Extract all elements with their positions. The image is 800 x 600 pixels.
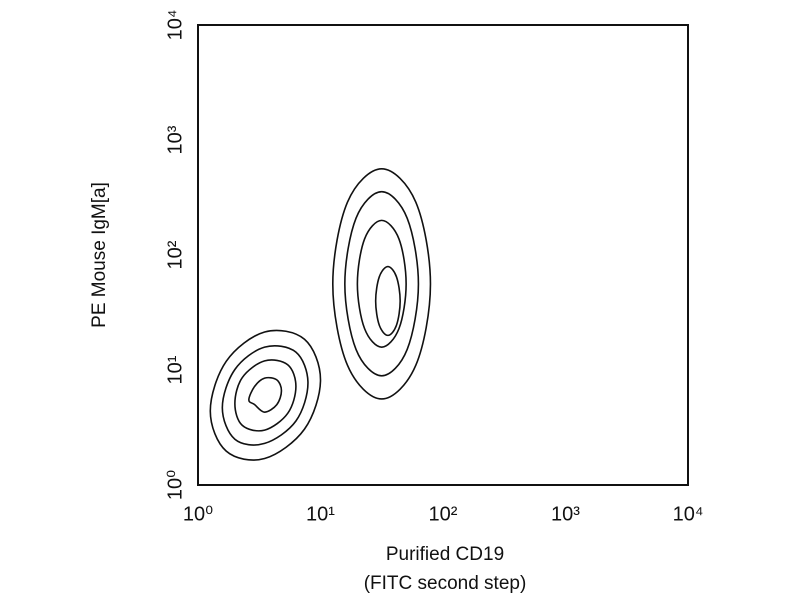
x-axis-label: Purified CD19 [386,544,504,565]
y-tick-label: 10³ [164,125,186,154]
x-axis-label: (FITC second step) [364,573,527,594]
contour-line [221,345,309,446]
x-tick-label: 10⁰ [183,503,213,525]
contour-line [374,265,401,337]
y-tick-label: 10² [164,240,186,269]
contour-line [331,167,432,400]
contour-line [248,376,283,413]
contour-line [344,190,420,377]
y-axis-label: PE Mouse IgM[a] [89,182,110,328]
y-tick-label: 10¹ [164,355,186,384]
x-tick-label: 10¹ [306,503,335,525]
y-tick-label: 10⁰ [164,470,186,500]
x-tick-label: 10⁴ [673,503,704,525]
contour-line [356,219,407,348]
contour-line [234,359,297,432]
x-tick-label: 10² [429,503,458,525]
x-tick-label: 10³ [551,503,580,525]
y-tick-label: 10⁴ [164,10,186,41]
contour-line [209,329,322,461]
plot-frame [197,24,689,486]
